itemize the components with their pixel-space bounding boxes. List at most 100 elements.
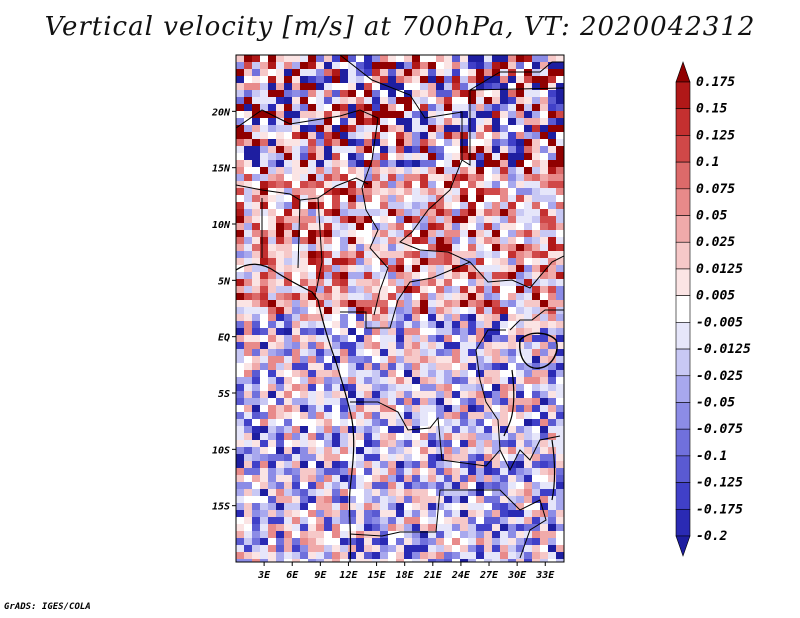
- field-cell: [396, 244, 405, 252]
- field-cell: [372, 202, 381, 210]
- field-cell: [500, 377, 509, 385]
- field-cell: [468, 167, 477, 175]
- field-cell: [396, 160, 405, 168]
- field-cell: [316, 153, 325, 161]
- field-cell: [540, 258, 549, 266]
- field-cell: [420, 97, 429, 105]
- field-cell: [308, 181, 317, 189]
- field-cell: [292, 272, 301, 280]
- field-cell: [404, 503, 413, 511]
- field-cell: [316, 412, 325, 420]
- field-cell: [292, 370, 301, 378]
- field-cell: [540, 300, 549, 308]
- field-cell: [340, 328, 349, 336]
- field-cell: [460, 104, 469, 112]
- field-cell: [516, 363, 525, 371]
- field-cell: [452, 265, 461, 273]
- field-cell: [300, 440, 309, 448]
- field-cell: [340, 377, 349, 385]
- field-cell: [452, 174, 461, 182]
- field-cell: [348, 97, 357, 105]
- field-cell: [268, 181, 277, 189]
- field-cell: [340, 132, 349, 140]
- field-cell: [404, 335, 413, 343]
- field-cell: [476, 216, 485, 224]
- field-cell: [300, 419, 309, 427]
- field-cell: [532, 76, 541, 84]
- field-cell: [436, 398, 445, 406]
- field-cell: [476, 125, 485, 133]
- field-cell: [340, 146, 349, 154]
- country-borders: [236, 55, 564, 559]
- field-cell: [540, 167, 549, 175]
- field-cell: [316, 545, 325, 553]
- field-cell: [428, 545, 437, 553]
- field-cell: [444, 391, 453, 399]
- field-cell: [452, 342, 461, 350]
- field-cell: [308, 405, 317, 413]
- field-cell: [308, 433, 317, 441]
- field-cell: [444, 510, 453, 518]
- field-cell: [548, 279, 557, 287]
- field-cell: [508, 552, 517, 560]
- field-cell: [324, 545, 333, 553]
- field-cell: [492, 146, 501, 154]
- field-cell: [276, 125, 285, 133]
- field-cell: [532, 489, 541, 497]
- field-cell: [364, 55, 373, 63]
- field-cell: [428, 398, 437, 406]
- field-cell: [308, 559, 317, 562]
- field-cell: [516, 412, 525, 420]
- field-cell: [372, 69, 381, 77]
- field-cell: [500, 440, 509, 448]
- field-cell: [284, 314, 293, 322]
- field-cell: [452, 202, 461, 210]
- field-cell: [260, 391, 269, 399]
- field-cell: [316, 335, 325, 343]
- field-cell: [516, 223, 525, 231]
- field-cell: [332, 132, 341, 140]
- field-cell: [444, 426, 453, 434]
- field-cell: [420, 335, 429, 343]
- field-cell: [516, 202, 525, 210]
- field-cell: [380, 272, 389, 280]
- field-cell: [276, 167, 285, 175]
- field-cell: [356, 153, 365, 161]
- field-cell: [388, 167, 397, 175]
- field-cell: [444, 307, 453, 315]
- field-cell: [308, 328, 317, 336]
- field-cell: [484, 209, 493, 217]
- field-cell: [380, 461, 389, 469]
- field-cell: [388, 559, 397, 562]
- field-cell: [356, 405, 365, 413]
- field-cell: [428, 251, 437, 259]
- field-cell: [260, 433, 269, 441]
- field-cell: [476, 195, 485, 203]
- field-cell: [244, 258, 253, 266]
- field-cell: [500, 195, 509, 203]
- field-cell: [420, 503, 429, 511]
- field-cell: [372, 384, 381, 392]
- field-cell: [388, 62, 397, 70]
- field-cell: [332, 202, 341, 210]
- field-cell: [244, 342, 253, 350]
- field-cell: [468, 356, 477, 364]
- field-cell: [524, 265, 533, 273]
- field-cell: [236, 314, 245, 322]
- field-cell: [452, 552, 461, 560]
- field-cell: [492, 496, 501, 504]
- field-cell: [484, 237, 493, 245]
- field-cell: [308, 440, 317, 448]
- field-cell: [356, 545, 365, 553]
- field-cell: [492, 377, 501, 385]
- field-cell: [476, 272, 485, 280]
- field-cell: [356, 202, 365, 210]
- field-cell: [260, 293, 269, 301]
- field-cell: [292, 398, 301, 406]
- field-cell: [380, 111, 389, 119]
- field-cell: [364, 251, 373, 259]
- field-cell: [332, 314, 341, 322]
- field-cell: [372, 62, 381, 70]
- field-cell: [348, 111, 357, 119]
- field-cell: [476, 132, 485, 140]
